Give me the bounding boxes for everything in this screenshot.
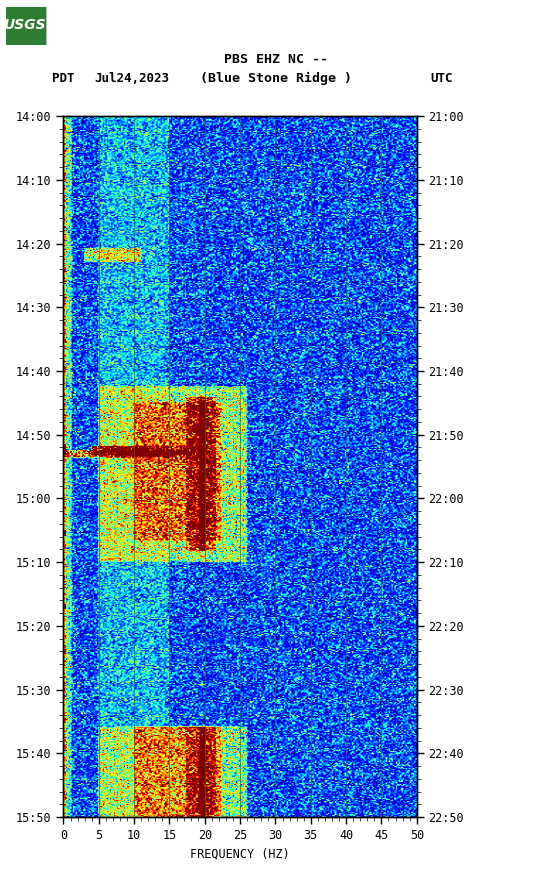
- X-axis label: FREQUENCY (HZ): FREQUENCY (HZ): [190, 847, 290, 861]
- Text: (Blue Stone Ridge ): (Blue Stone Ridge ): [200, 72, 352, 85]
- FancyBboxPatch shape: [2, 5, 46, 46]
- Text: UTC: UTC: [431, 72, 453, 85]
- Text: Jul24,2023: Jul24,2023: [94, 72, 169, 85]
- Text: PDT: PDT: [52, 72, 75, 85]
- Text: USGS: USGS: [3, 18, 45, 32]
- Text: PBS EHZ NC --: PBS EHZ NC --: [224, 53, 328, 66]
